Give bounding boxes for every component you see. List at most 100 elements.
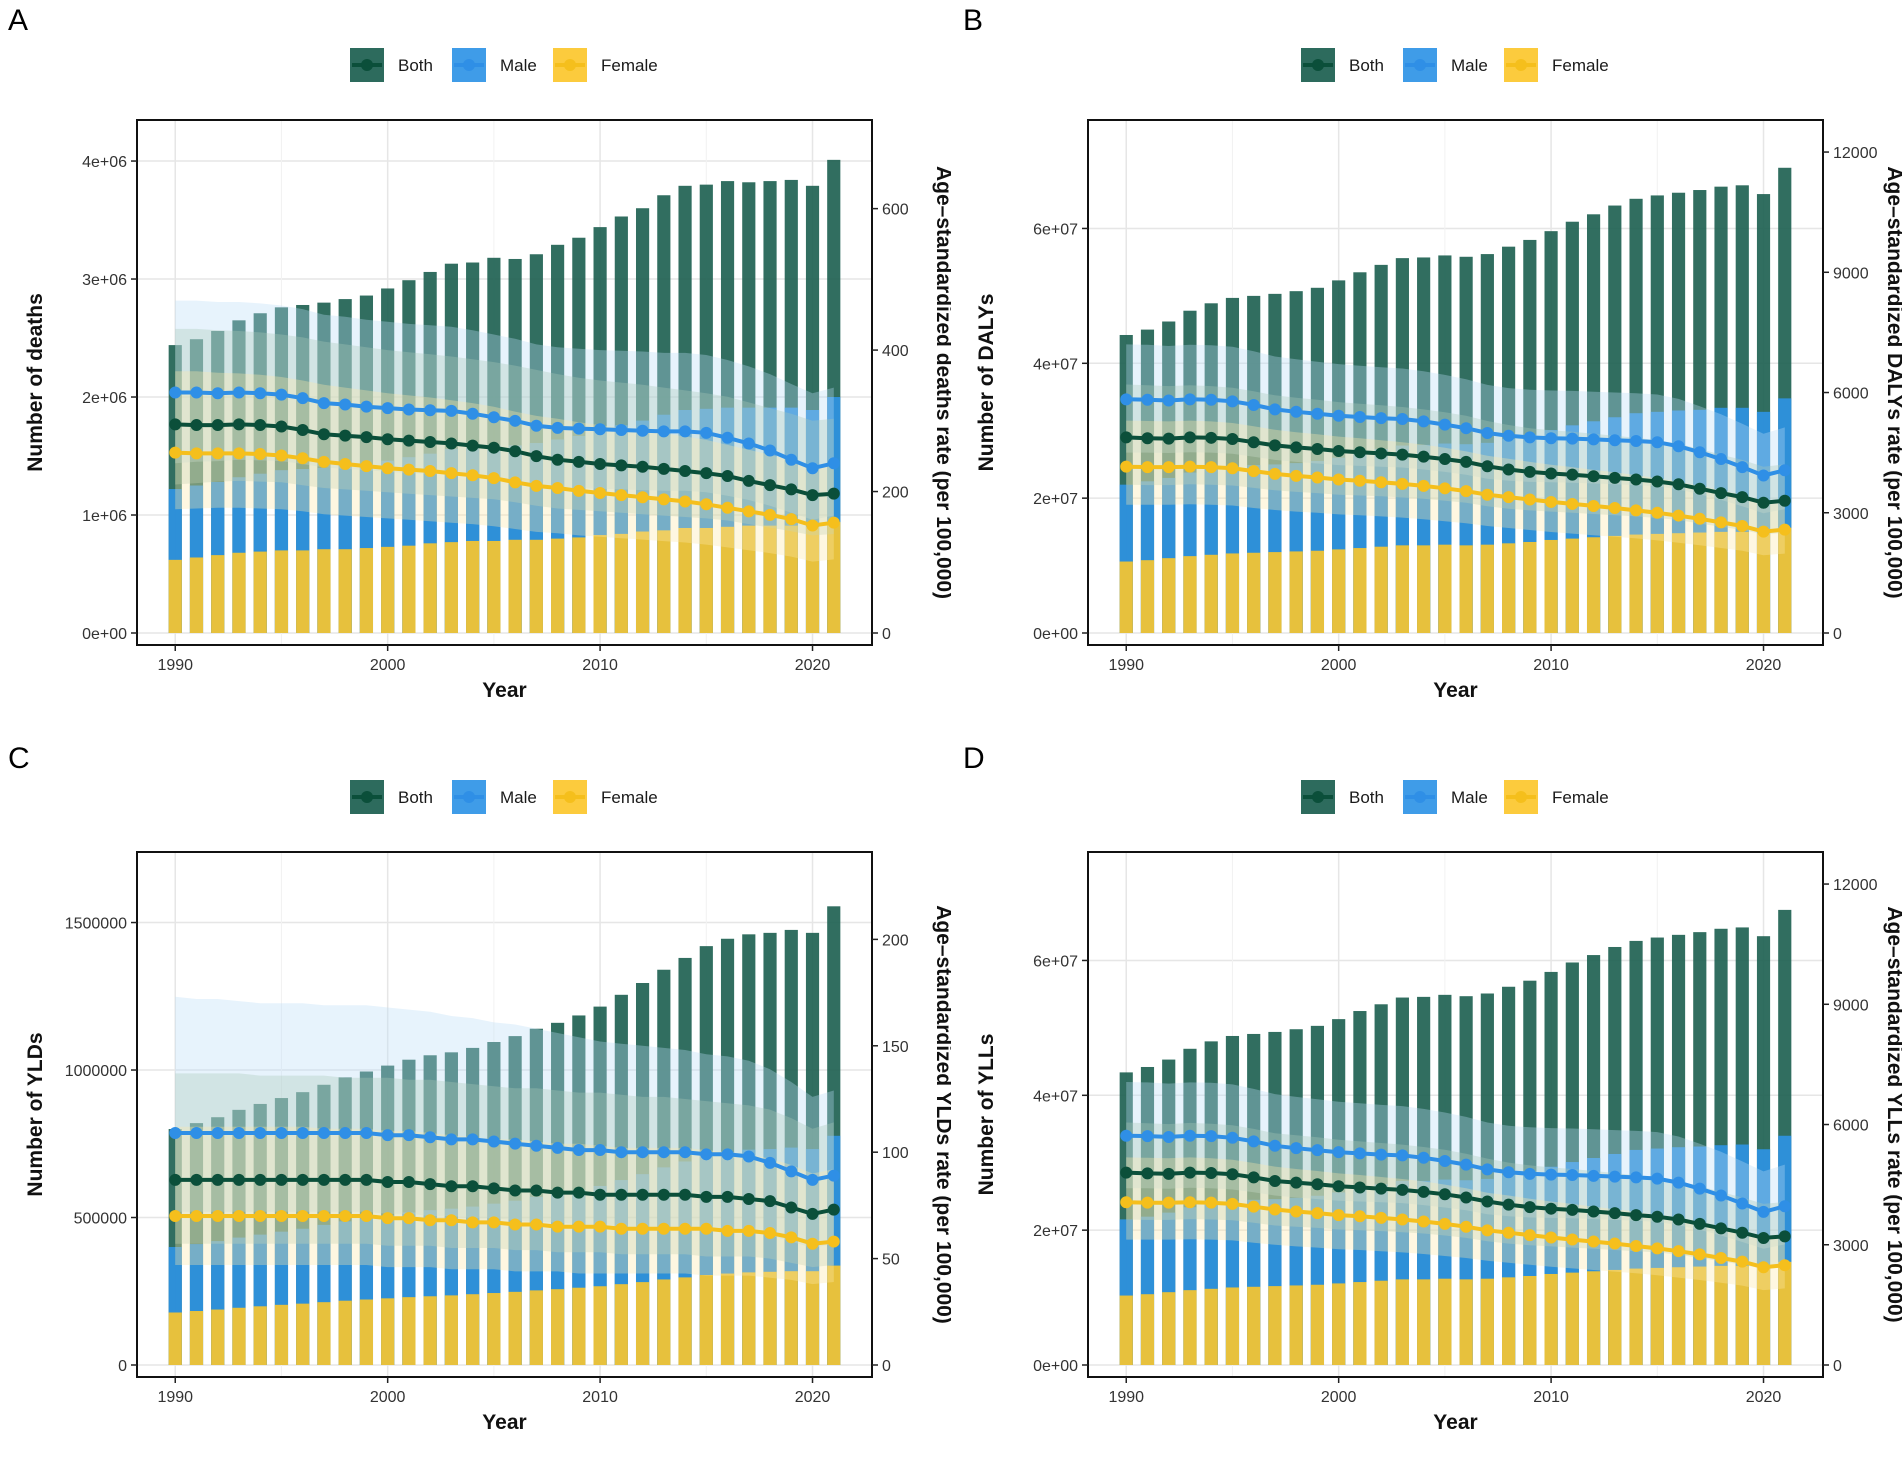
rate-point-male (572, 1144, 585, 1157)
bar-female (402, 1297, 416, 1365)
bars (168, 906, 841, 1365)
x-tick-label: 2000 (1321, 1389, 1357, 1406)
rate-point-male (1247, 398, 1260, 411)
rate-point-male (700, 426, 713, 439)
bar-female (678, 1277, 692, 1365)
right-axis-title: Age–standardized deaths rate (per 100,00… (932, 166, 951, 599)
rate-point-female (679, 1222, 692, 1235)
rate-point-male (1311, 407, 1324, 420)
rate-point-both (1545, 1202, 1558, 1215)
bar-female (763, 525, 777, 633)
bar-female (1459, 545, 1473, 633)
rate-point-both (360, 431, 373, 444)
bar-female (1289, 1285, 1303, 1365)
rate-point-both (1715, 1222, 1728, 1235)
bar-female (1162, 558, 1176, 633)
rate-point-both (1120, 431, 1133, 444)
rate-point-female (657, 1222, 670, 1235)
bar-female (784, 525, 798, 633)
rate-point-female (806, 1237, 819, 1250)
rate-point-female (721, 501, 734, 514)
rate-point-both (1778, 1230, 1791, 1243)
plot-frame (1087, 851, 1824, 1378)
rate-point-both (1375, 447, 1388, 460)
rate-point-male (296, 1127, 309, 1140)
rate-point-both (232, 418, 245, 431)
bar-female (1608, 535, 1622, 633)
rate-point-female (594, 486, 607, 499)
rate-point-female (1226, 1197, 1239, 1210)
bar-female (1565, 1272, 1579, 1365)
bar-female (1735, 531, 1749, 633)
rate-point-female (1226, 462, 1239, 475)
bar-female (1119, 1295, 1133, 1365)
rate-point-female (764, 508, 777, 521)
legend-label-male: Male (1451, 788, 1488, 807)
rate-point-both (381, 1175, 394, 1188)
rate-point-female (466, 1216, 479, 1229)
rate-point-female (1183, 460, 1196, 473)
rate-point-male (1481, 1163, 1494, 1176)
left-tick-label: 1500000 (65, 916, 127, 933)
bar-female (1417, 545, 1431, 633)
rate-point-male (1205, 393, 1218, 406)
bar-female (1714, 531, 1728, 633)
bar-female (423, 1296, 437, 1365)
bar-female (381, 546, 395, 633)
bar-female (551, 1289, 565, 1365)
rate-point-female (1353, 474, 1366, 487)
rate-point-male (1502, 1166, 1515, 1179)
legend: Both Male Female (350, 48, 658, 82)
rate-point-female (1502, 1226, 1515, 1239)
rate-point-male (1268, 403, 1281, 416)
right-axis-title: Age–standardized YLLs rate (per 100,000) (1883, 906, 1902, 1322)
rate-point-male (424, 404, 437, 417)
legend-dot-both (361, 59, 373, 71)
rate-point-both (1545, 467, 1558, 480)
left-axis: 0e+00 1e+06 2e+06 3e+06 4e+06 (82, 154, 137, 643)
rate-point-both (466, 439, 479, 452)
bar-female (635, 1282, 650, 1365)
bar-female (1183, 1290, 1197, 1365)
right-tick-label: 400 (882, 343, 909, 360)
rate-point-male (1545, 432, 1558, 445)
rate-point-both (742, 1193, 755, 1206)
rate-point-both (1205, 1167, 1218, 1180)
rate-point-male (1396, 412, 1409, 425)
rate-point-male (700, 1148, 713, 1161)
rate-point-male (679, 425, 692, 438)
bar-female (1374, 546, 1388, 633)
rate-point-male (381, 402, 394, 415)
bar-female (1417, 1279, 1431, 1365)
rate-point-both (1630, 473, 1643, 486)
bar-female (1629, 534, 1643, 633)
legend: Both Male Female (350, 780, 658, 814)
rate-point-male (317, 1127, 330, 1140)
ribbon-female (175, 1126, 834, 1285)
bar-female (1332, 1283, 1346, 1365)
rate-point-both (721, 1190, 734, 1203)
rate-point-both (1183, 431, 1196, 444)
x-tick-label: 2000 (370, 657, 406, 674)
bar-female (1523, 1276, 1537, 1365)
rate-point-female (1587, 499, 1600, 512)
rate-point-female (509, 476, 522, 489)
rate-point-male (1502, 429, 1515, 442)
bar-female (1395, 545, 1409, 633)
rate-point-female (275, 449, 288, 462)
bar-female (635, 531, 650, 633)
rate-point-male (360, 1127, 373, 1140)
rate-point-male (190, 1127, 203, 1140)
ribbon-male (1126, 344, 1785, 514)
bar-female (805, 1271, 820, 1365)
plot-frame (136, 119, 873, 646)
bar-female (614, 1284, 628, 1365)
chart-b: Both Male Female 0e+00 2e+07 4e+07 6e+07 0 3000 6… (975, 48, 1902, 702)
rate-point-male (211, 387, 224, 400)
rate-point-both (487, 441, 500, 454)
x-tick-label: 2010 (582, 657, 618, 674)
rate-point-both (1332, 1180, 1345, 1193)
x-axis: 1990 2000 2010 2020 (157, 1377, 830, 1406)
bar-female (1289, 551, 1303, 633)
rate-point-male (636, 1146, 649, 1159)
